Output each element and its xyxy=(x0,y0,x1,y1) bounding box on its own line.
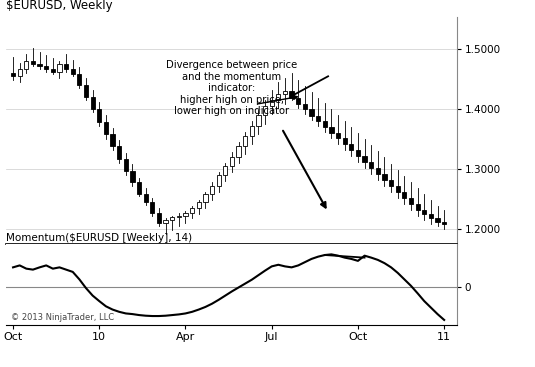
Bar xyxy=(97,109,102,122)
Bar xyxy=(64,64,68,69)
Bar xyxy=(243,136,247,146)
Bar xyxy=(369,162,373,168)
Bar xyxy=(283,91,287,94)
Bar xyxy=(336,133,340,138)
Bar xyxy=(117,146,121,159)
Bar xyxy=(435,218,440,222)
Bar xyxy=(270,100,274,106)
Bar xyxy=(383,174,387,180)
Bar xyxy=(329,127,333,133)
Bar xyxy=(164,220,167,223)
Bar xyxy=(362,156,366,162)
Bar xyxy=(356,150,360,156)
Bar xyxy=(296,98,300,104)
Text: Momentum($EURUSD [Weekly], 14): Momentum($EURUSD [Weekly], 14) xyxy=(6,233,193,243)
Bar xyxy=(131,171,135,182)
Bar xyxy=(150,203,155,213)
Text: $EURUSD, Weekly: $EURUSD, Weekly xyxy=(6,0,113,12)
Bar xyxy=(276,94,280,100)
Bar xyxy=(323,121,327,127)
Bar xyxy=(389,180,393,186)
Bar xyxy=(422,210,426,214)
Bar xyxy=(157,213,161,223)
Bar xyxy=(217,175,221,186)
Bar xyxy=(110,134,114,146)
Bar xyxy=(57,64,62,72)
Bar xyxy=(309,109,314,116)
Bar xyxy=(342,138,347,144)
Text: Divergence between price
and the momentum
indicator:
higher high on price,
lower: Divergence between price and the momentu… xyxy=(166,60,297,116)
Text: © 2013 NinjaTrader, LLC: © 2013 NinjaTrader, LLC xyxy=(11,313,114,322)
Bar xyxy=(416,204,420,210)
Bar xyxy=(51,69,55,72)
Bar xyxy=(316,116,320,121)
Bar xyxy=(395,186,400,192)
Bar xyxy=(77,75,81,85)
Bar xyxy=(250,126,254,136)
Bar xyxy=(256,115,261,126)
Bar xyxy=(104,122,108,134)
Bar xyxy=(429,214,433,218)
Bar xyxy=(223,166,227,175)
Bar xyxy=(303,104,307,109)
Bar xyxy=(210,186,214,194)
Bar xyxy=(90,97,95,109)
Bar xyxy=(84,85,88,97)
Bar xyxy=(18,69,22,76)
Bar xyxy=(203,194,208,203)
Bar xyxy=(197,203,201,208)
Bar xyxy=(11,73,15,76)
Bar xyxy=(409,198,413,204)
Bar xyxy=(289,91,294,98)
Bar xyxy=(376,168,380,174)
Bar xyxy=(170,217,174,220)
Bar xyxy=(236,146,241,157)
Bar xyxy=(230,157,234,166)
Bar xyxy=(44,66,48,69)
Bar xyxy=(349,144,354,150)
Bar xyxy=(124,159,128,171)
Bar xyxy=(71,69,75,75)
Bar xyxy=(190,208,194,213)
Bar xyxy=(137,182,141,194)
Bar xyxy=(184,213,188,215)
Bar xyxy=(263,106,267,115)
Bar xyxy=(37,64,42,66)
Bar xyxy=(24,61,28,69)
Bar xyxy=(442,222,446,224)
Bar xyxy=(402,192,407,198)
Bar xyxy=(143,194,148,203)
Bar xyxy=(31,61,35,64)
Bar xyxy=(177,215,181,217)
